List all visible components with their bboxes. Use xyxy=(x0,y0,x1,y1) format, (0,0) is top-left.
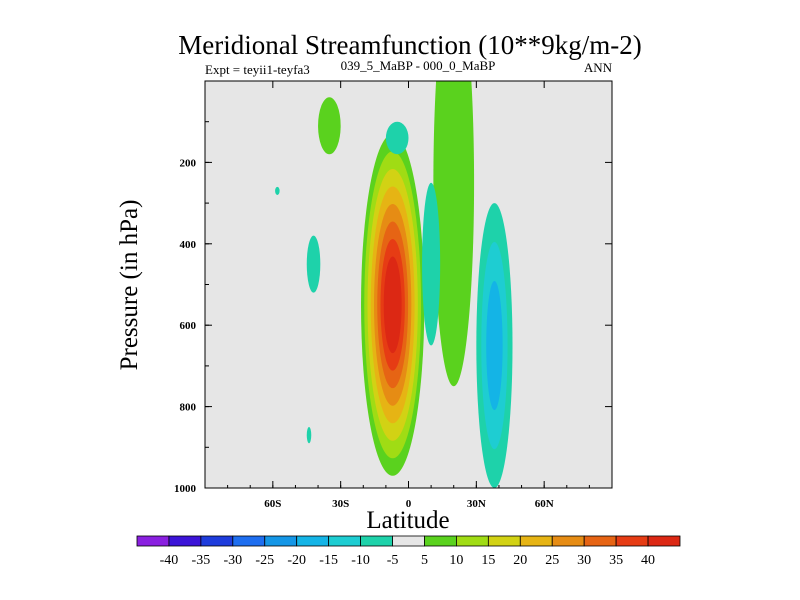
x-tick-label: 0 xyxy=(406,498,412,510)
contour-band-sh-main-cell-40 xyxy=(383,256,402,354)
x-tick-label: 60N xyxy=(535,498,554,510)
colorbar-label: 25 xyxy=(545,553,559,568)
season-label: ANN xyxy=(584,60,613,75)
colorbar-label: 15 xyxy=(481,553,495,568)
colorbar-label: -40 xyxy=(160,553,179,568)
contour-band-sh-upper-patch-5 xyxy=(318,97,341,155)
colorbar-label: 30 xyxy=(577,553,591,568)
contour-band-equatorial-negative--5 xyxy=(422,182,441,346)
colorbar-label: -10 xyxy=(351,553,370,568)
y-tick-label: 200 xyxy=(180,157,197,169)
colorbar-label: -5 xyxy=(387,553,399,568)
colorbar-box xyxy=(615,535,649,547)
contour-band-tiny-patch-2--5 xyxy=(306,426,312,444)
x-tick-label: 60S xyxy=(264,498,281,510)
x-tick-label: 30S xyxy=(332,498,349,510)
colorbar-box xyxy=(551,535,585,547)
colorbar-box xyxy=(296,535,330,547)
colorbar-label: -20 xyxy=(287,553,306,568)
colorbar-box xyxy=(647,535,681,547)
colorbar: -40 -35 -30 -25 -20 -15 -10 -5 5 10 15 20 25 30 35 40 xyxy=(136,535,681,568)
contour-field xyxy=(275,81,513,488)
colorbar-label: -35 xyxy=(192,553,211,568)
experiment-label: Expt = teyii1-teyfa3 xyxy=(205,62,310,77)
contour-band-tiny-patch-1--5 xyxy=(275,186,280,195)
colorbar-box xyxy=(328,535,361,547)
colorbar-label: 40 xyxy=(641,553,655,568)
y-axis-ticks: 200 400 600 800 1000 xyxy=(174,121,612,495)
contour-band-sh-midlat-patch--5 xyxy=(306,235,321,293)
colorbar-box xyxy=(424,535,457,547)
colorbar-box xyxy=(168,535,202,547)
y-tick-label: 1000 xyxy=(174,483,197,495)
contour-band-nh-negative-cell--15 xyxy=(486,280,503,411)
y-axis-label: Pressure (in hPa) xyxy=(116,200,143,371)
chart-title: Meridional Streamfunction (10**9kg/m-2) xyxy=(178,30,641,60)
colorbar-label: 5 xyxy=(421,553,428,568)
colorbar-box xyxy=(456,535,489,547)
colorbar-box xyxy=(232,535,266,547)
colorbar-label: 10 xyxy=(449,553,463,568)
colorbar-box xyxy=(519,535,553,547)
y-tick-label: 800 xyxy=(180,402,197,414)
colorbar-label: -15 xyxy=(319,553,338,568)
colorbar-box xyxy=(136,535,170,547)
colorbar-label: -25 xyxy=(255,553,274,568)
colorbar-box xyxy=(264,535,298,547)
colorbar-box xyxy=(487,535,521,547)
colorbar-box xyxy=(200,535,234,547)
x-tick-label: 30N xyxy=(467,498,486,510)
period-label: 039_5_MaBP - 000_0_MaBP xyxy=(341,58,496,73)
colorbar-box xyxy=(392,535,425,547)
colorbar-label: -30 xyxy=(223,553,242,568)
contour-band-nh-upper-cell-5 xyxy=(433,81,475,387)
colorbar-label: 35 xyxy=(609,553,623,568)
x-axis-label: Latitude xyxy=(366,507,449,534)
colorbar-box xyxy=(583,535,617,547)
x-axis-ticks: 60S 30S 0 30N 60N xyxy=(204,81,613,510)
colorbar-label: 20 xyxy=(513,553,527,568)
y-tick-label: 600 xyxy=(180,320,197,332)
contour-band-tropical-upper-patch--5 xyxy=(385,121,409,155)
colorbar-box xyxy=(360,535,393,547)
y-tick-label: 400 xyxy=(180,239,197,251)
